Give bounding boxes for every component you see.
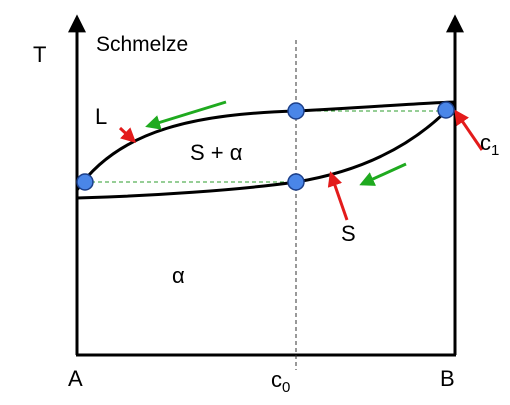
- c1-label: c1: [480, 130, 499, 159]
- solidus-label: S: [341, 221, 356, 246]
- red-arrow-c1: [454, 109, 484, 151]
- solidus-curve: [76, 100, 457, 200]
- axis-t-label: T: [33, 42, 46, 67]
- axis-a-label: A: [68, 366, 83, 391]
- alpha-region-label: α: [172, 263, 185, 288]
- point-c1: [437, 101, 455, 119]
- point-liquidus-c0: [287, 102, 305, 120]
- axis-b-label: B: [440, 366, 455, 391]
- c0-label: c0: [271, 367, 290, 396]
- c0-label-main: c: [271, 367, 282, 392]
- region-melt-label: Schmelze: [96, 33, 188, 56]
- point-liquidus-left: [76, 173, 94, 191]
- liquidus-label: L: [95, 104, 107, 129]
- c0-label-sub: 0: [282, 379, 290, 396]
- green-arrow-lower: [359, 162, 407, 186]
- c1-label-sub: 1: [491, 142, 499, 159]
- c1-label-main: c: [480, 130, 491, 155]
- red-arrow-solidus: [327, 171, 349, 221]
- red-arrow-liquidus: [118, 126, 137, 144]
- liquidus-curve: [75, 100, 456, 191]
- green-arrow-upper: [145, 100, 227, 130]
- point-solidus-c0: [287, 173, 305, 191]
- two-phase-region-label: S + α: [190, 140, 243, 165]
